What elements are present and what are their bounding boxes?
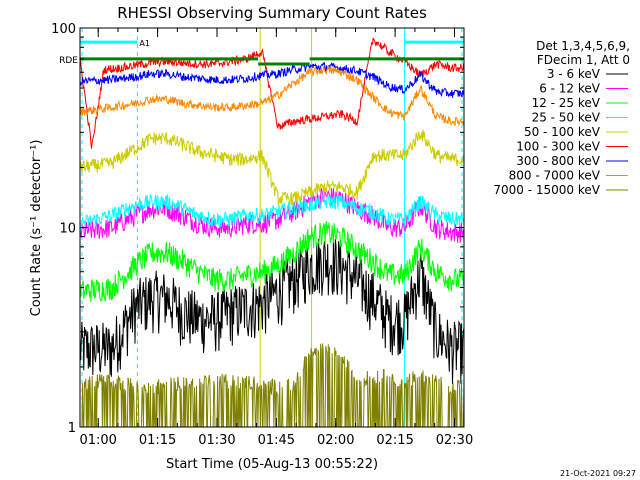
y-tick-label: 100	[51, 22, 76, 37]
series-line-7	[79, 61, 465, 98]
series-line-4	[79, 194, 465, 233]
legend-entry-label: 300 - 800 keV	[516, 154, 600, 168]
y-tick-label: 1	[68, 421, 76, 436]
attenuator-label: A1	[139, 39, 150, 48]
x-tick-label: 01:00	[79, 433, 116, 448]
legend-entry-label: 100 - 300 keV	[516, 140, 600, 154]
x-tick-label: 01:30	[198, 433, 235, 448]
y-tick-label: 10	[59, 222, 76, 237]
legend: Det 1,3,4,5,6,9,FDecim 1, Att 03 - 6 keV…	[493, 39, 630, 197]
rate-decimation-label: RDE	[59, 56, 78, 66]
series-line-9	[80, 343, 465, 428]
series-line-3	[79, 221, 465, 303]
legend-entry-label: 3 - 6 keV	[547, 67, 601, 81]
legend-header: Det 1,3,4,5,6,9,	[536, 39, 630, 53]
x-tick-label: 01:15	[139, 433, 176, 448]
legend-entry-label: 12 - 25 keV	[532, 96, 601, 110]
legend-entry-label: 6 - 12 keV	[539, 82, 601, 96]
legend-entry-label: 800 - 7000 keV	[509, 169, 601, 183]
series-line-5	[79, 129, 465, 206]
legend-header: FDecim 1, Att 0	[537, 53, 630, 67]
legend-entry-label: 25 - 50 keV	[532, 111, 601, 125]
series-line-8	[79, 64, 465, 127]
x-tick-label: 02:00	[317, 433, 354, 448]
x-tick-label: 02:15	[376, 433, 413, 448]
x-tick-label: 02:30	[436, 433, 473, 448]
x-tick-label: 01:45	[258, 433, 295, 448]
footer-date: 21-Oct-2021 09:27	[560, 469, 636, 478]
series-line-6	[79, 37, 465, 149]
legend-entry-label: 50 - 100 keV	[524, 125, 601, 139]
legend-entry-label: 7000 - 15000 keV	[493, 183, 600, 197]
x-axis-label: Start Time (05-Aug-13 00:55:22)	[166, 457, 378, 472]
y-axis-label: Count Rate (s⁻¹ detector⁻¹)	[29, 140, 44, 317]
chart-title: RHESSI Observing Summary Count Rates	[117, 4, 427, 22]
